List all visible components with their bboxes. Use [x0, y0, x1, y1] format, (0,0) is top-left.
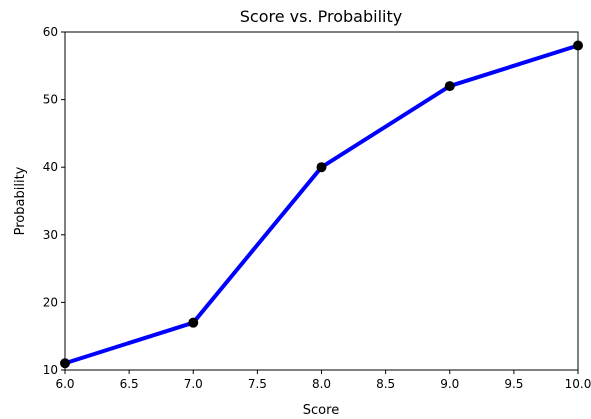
y-axis: 10 20 30 40 50 60	[43, 25, 65, 377]
chart-title: Score vs. Probability	[240, 7, 402, 26]
y-tick-label: 30	[43, 228, 58, 242]
y-tick-label: 40	[43, 160, 58, 174]
y-tick-label: 20	[43, 295, 58, 309]
y-tick-label: 10	[43, 363, 58, 377]
x-tick-label: 9.0	[440, 377, 459, 391]
x-tick-label: 8.5	[376, 377, 395, 391]
data-point	[444, 81, 455, 92]
x-axis-label: Score	[303, 403, 339, 418]
y-tick-label: 60	[43, 25, 58, 39]
y-tick-label: 50	[43, 93, 58, 107]
x-axis: 6.0 6.5 7.0 7.5 8.0 8.5 9.0 9.5 10.0	[55, 370, 591, 391]
plot-area	[60, 40, 583, 369]
x-tick-label: 9.5	[504, 377, 523, 391]
x-tick-label: 10.0	[565, 377, 591, 391]
x-tick-label: 8.0	[312, 377, 331, 391]
x-tick-label: 7.5	[248, 377, 267, 391]
x-tick-label: 6.5	[120, 377, 139, 391]
data-point	[316, 162, 327, 173]
series-line	[63, 43, 580, 366]
x-tick-label: 6.0	[55, 377, 74, 391]
x-tick-label: 7.0	[184, 377, 203, 391]
y-axis-label: Probability	[13, 166, 28, 235]
plot-frame	[64, 31, 579, 371]
data-point	[188, 317, 199, 328]
